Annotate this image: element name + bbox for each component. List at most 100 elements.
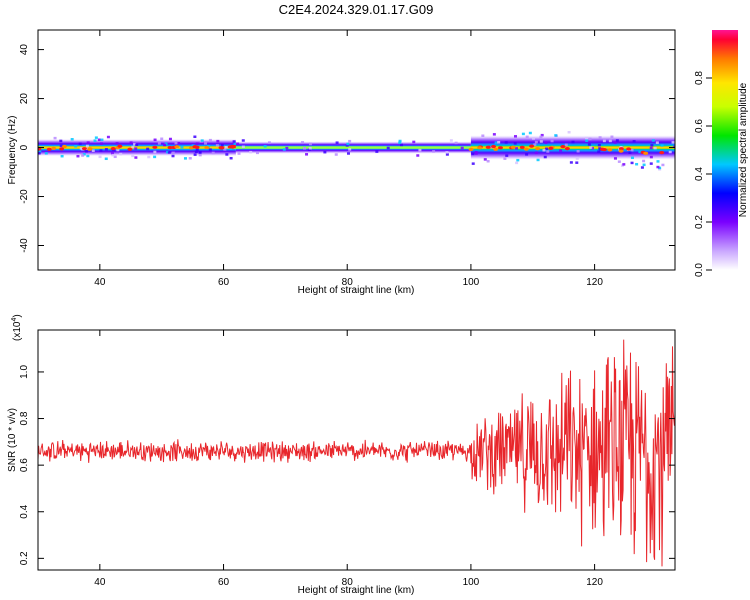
scale-prefix: (x10 [12,321,23,341]
band-speckle [525,135,529,139]
x-tick-label: 100 [463,577,480,588]
band-speckle [282,148,286,151]
snr-x-axis-label: Height of straight line (km) [298,585,415,596]
y-tick-label: 0.6 [19,458,30,472]
band-speckle [323,150,327,154]
x-tick-label: 40 [94,577,106,588]
band-speckle [191,144,195,147]
y-tick-label: 0.2 [19,551,30,565]
band-speckle [656,165,660,169]
band-speckle [590,146,594,150]
band-speckle [668,150,672,154]
band-peak [477,146,483,150]
band-speckle [188,157,192,160]
svg-text:(x104): (x104) [11,314,23,341]
band-speckle [177,142,181,145]
band-speckle [215,144,219,147]
band-speckle [673,145,675,148]
band-speckle [93,139,97,142]
band-speckle [263,145,267,148]
band-speckle [528,131,532,135]
band-speckle [195,148,199,152]
band-speckle [608,139,612,143]
snr-frame [37,329,676,571]
band-speckle [164,142,168,145]
band-speckle [400,143,404,147]
band-speckle [630,156,634,160]
band-peak [87,147,93,151]
band-speckle [515,161,519,165]
band-speckle [59,144,63,148]
band-speckle [613,141,617,144]
band-speckle [183,157,187,160]
band-speckle [536,158,540,162]
band-speckle [471,162,475,165]
band-speckle [534,140,538,144]
band-peak [229,144,235,149]
band-speckle [81,154,85,157]
band-speckle [135,143,139,147]
x-tick-label: 120 [586,577,603,588]
snr-series-line [38,339,675,567]
band-speckle [656,160,660,163]
band-speckle [550,139,554,143]
band-speckle [86,154,90,158]
band-speckle [418,148,422,152]
band-speckle [622,163,626,166]
band-speckle [229,156,233,160]
band-speckle [412,140,416,144]
band-speckle [241,139,245,142]
band-speckle [671,141,675,144]
band-speckle [576,150,580,153]
band-speckle [492,133,496,136]
band-speckle [569,161,573,164]
band-speckle [494,141,498,144]
band-speckle [94,136,98,139]
band-speckle [638,150,642,154]
band-speckle [131,154,135,158]
band-speckle [653,146,657,150]
band-peak [607,148,613,152]
band-speckle [398,141,402,144]
colorbar: 0.0 0.2 0.4 0.6 0.8 Normalized spectral ampl… [694,30,749,277]
band-speckle [115,142,119,145]
band-speckle [160,137,164,141]
snr-y-axis-label: SNR (10 * v/v) [7,408,18,472]
x-tick-label: 120 [586,277,603,288]
band-speckle [597,150,601,153]
snr-x-ticks: 40 60 80 100 120 [94,330,603,588]
band-speckle [111,153,115,157]
band-speckle [334,153,338,156]
colorbar-tick-label: 0.4 [694,167,705,181]
band-peak [519,145,525,149]
band-speckle [166,150,170,154]
band-speckle [544,141,548,144]
band-speckle [225,153,229,156]
band-speckle [650,144,654,147]
x-tick-label: 60 [218,577,230,588]
band-speckle [375,150,379,153]
band-speckle [521,132,525,136]
band-speckle [307,148,311,151]
band-peak [564,147,570,151]
band-speckle [104,148,108,151]
band-speckle [232,140,236,143]
band-speckle [539,140,543,143]
band-peak [523,147,529,151]
x-tick-label: 80 [342,577,354,588]
band-speckle [504,141,508,144]
band-peak [81,147,87,151]
band-speckle [285,146,289,150]
band-speckle [575,161,579,164]
band-speckle [116,148,120,152]
band-speckle [346,142,350,146]
band-speckle [211,151,215,155]
colorbar-ticks: 0.0 0.2 0.4 0.6 0.8 [694,71,712,277]
x-tick-label: 40 [94,277,106,288]
band-speckle [100,138,104,142]
band-speckle [207,144,211,148]
x-tick-label: 60 [218,277,230,288]
band-peak [626,147,632,151]
band-speckle [640,166,644,169]
